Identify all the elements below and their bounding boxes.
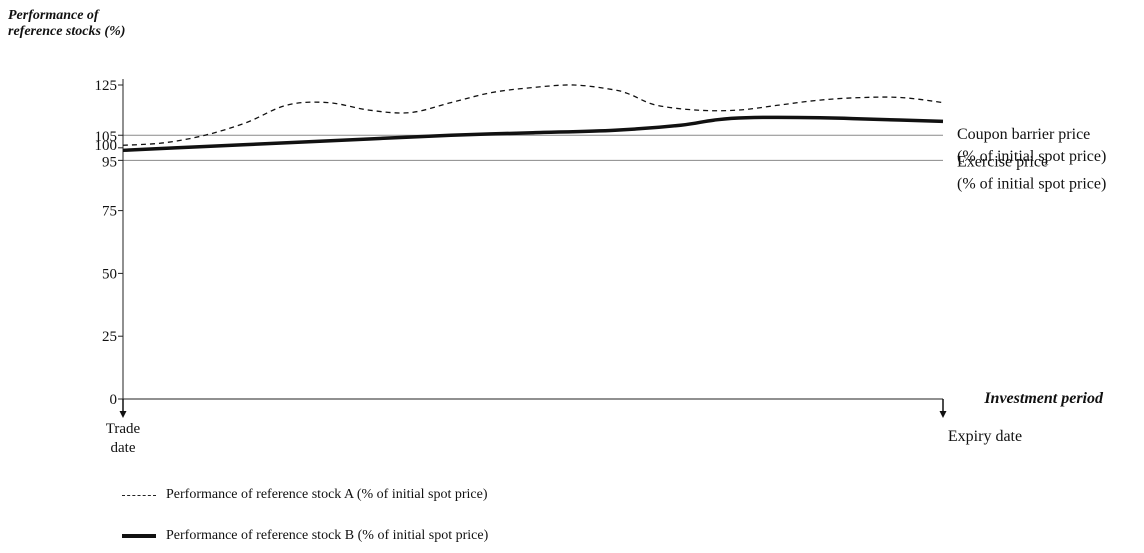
y-tick-label-95: 95 (102, 154, 117, 170)
legend-item-stock-b: Performance of reference stock B (% of i… (122, 528, 488, 544)
expiry-date-label: Expiry date (948, 428, 1022, 445)
reference-label-105-line-1: Coupon barrier price (957, 126, 1090, 143)
y-axis-title-line-1: Performance of (8, 8, 99, 23)
reference-label-95-line-1: Exercise price (957, 153, 1048, 170)
reference-label-105-line-2: (% of initial spot price) (957, 148, 1106, 165)
trade-date-arrow-head (119, 411, 127, 418)
y-axis-title: Performance of reference stocks (%) (8, 8, 125, 40)
legend-label-stock-a: Performance of reference stock A (% of i… (166, 487, 488, 502)
legend-dashed-line-swatch (122, 494, 156, 496)
trade-date-label-line-2: date (111, 440, 136, 456)
y-tick-label-125: 125 (95, 78, 118, 94)
y-tick-label-100: 100 (95, 138, 118, 154)
reference-label-95-line-2: (% of initial spot price) (957, 175, 1106, 192)
legend-item-stock-a: Performance of reference stock A (% of i… (122, 487, 487, 503)
trade-date-label-line-1: Trade (106, 421, 141, 437)
legend-solid-line-swatch (122, 534, 156, 538)
y-tick-label-25: 25 (102, 329, 117, 345)
series-line-stock-a (122, 84, 944, 146)
y-tick-label-75: 75 (102, 204, 117, 220)
expiry-date-arrow-head (939, 411, 947, 418)
series-line-stock-b (122, 115, 944, 153)
legend-label-stock-b: Performance of reference stock B (% of i… (166, 528, 489, 543)
y-tick-label-0: 0 (110, 392, 118, 408)
y-axis-title-line-2: reference stocks (%) (8, 24, 126, 39)
y-tick-label-50: 50 (102, 266, 117, 282)
x-axis-title: Investment period (983, 390, 1104, 407)
y-tick-label-105: 105 (95, 129, 118, 145)
